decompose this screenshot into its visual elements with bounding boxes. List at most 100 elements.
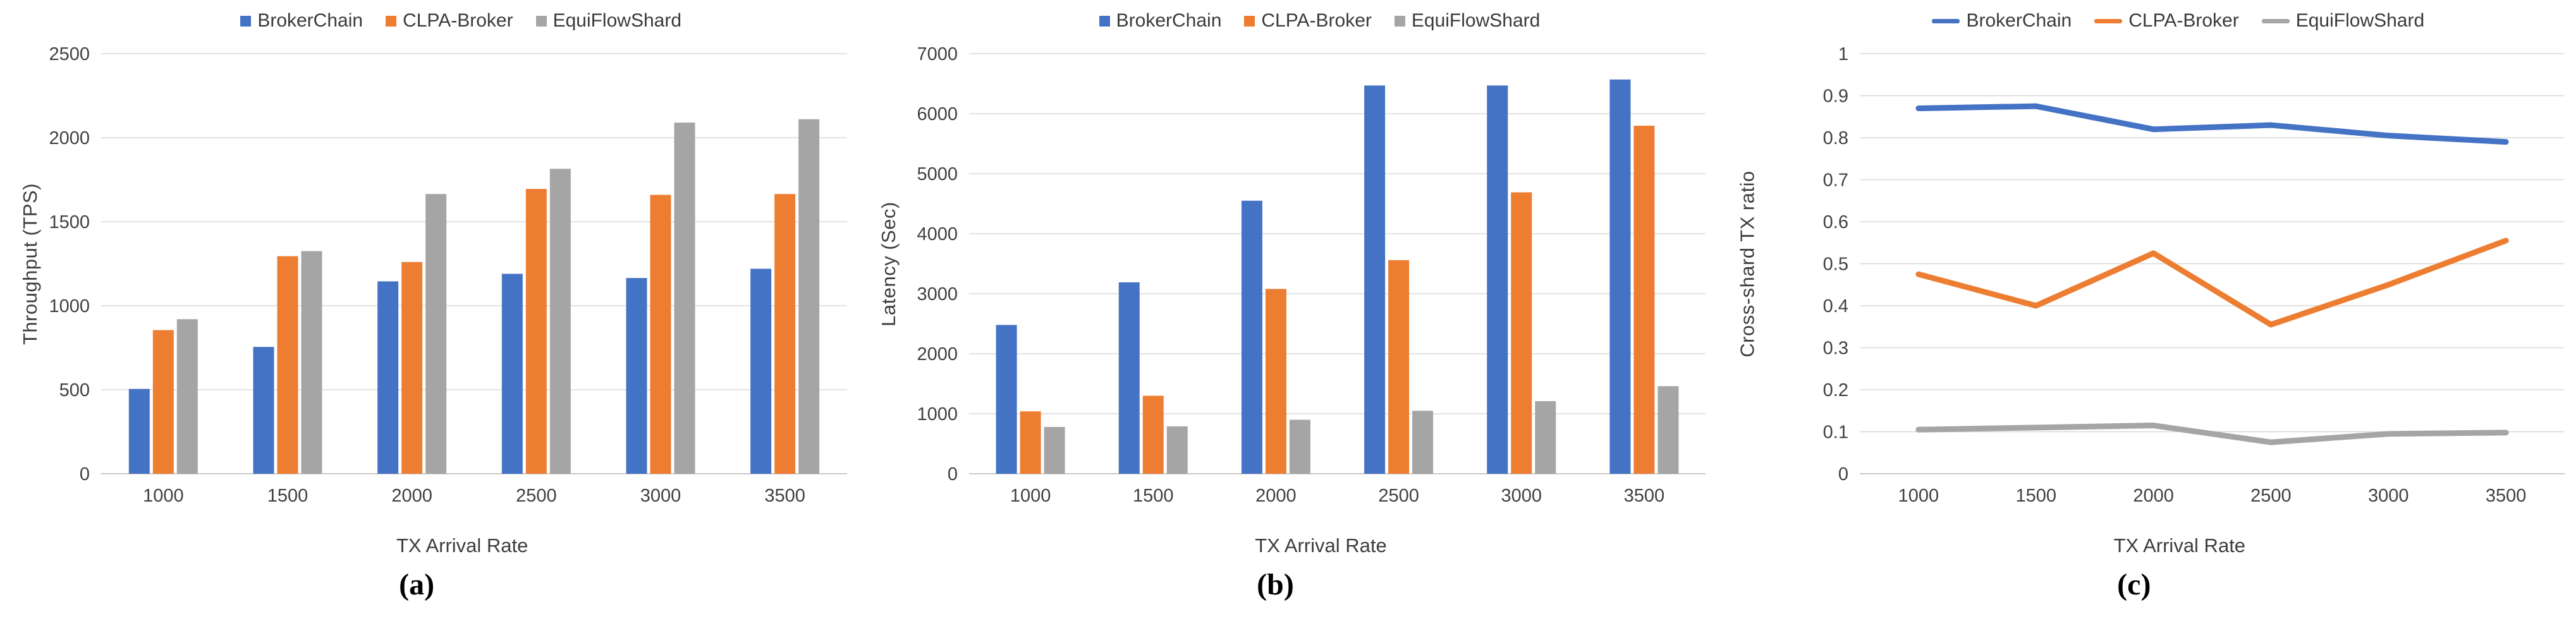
y-tick-label: 3000 — [917, 284, 958, 304]
x-axis-title: TX Arrival Rate — [2113, 534, 2246, 557]
y-tick-label: 1000 — [49, 296, 90, 316]
line-EquiFlowShard — [1915, 423, 2509, 445]
legend-item-CLPA-Broker: CLPA-Broker — [1244, 10, 1372, 32]
line-CLPA-Broker — [1915, 238, 2509, 328]
x-tick-label: 1500 — [1133, 486, 1174, 506]
bar-EquiFlowShard-3000 — [674, 123, 695, 474]
legend-label: BrokerChain — [257, 10, 363, 31]
bar-EquiFlowShard-1500 — [301, 251, 322, 474]
legend-label: CLPA-Broker — [2128, 10, 2239, 31]
y-tick-label: 0 — [948, 464, 958, 485]
chart-panel-a: BrokerChain CLPA-Broker EquiFlowShard 0 500… — [0, 0, 858, 638]
legend-label: CLPA-Broker — [403, 10, 513, 31]
bar-CLPA-Broker-2000 — [1266, 289, 1287, 474]
bar-CLPA-Broker-2500 — [525, 189, 547, 474]
bar-EquiFlowShard-2000 — [1290, 419, 1311, 474]
x-tick-label: 2500 — [2250, 486, 2292, 506]
legend-item-CLPA-Broker: CLPA-Broker — [2094, 10, 2239, 32]
legend: BrokerChain CLPA-Broker EquiFlowShard — [70, 10, 852, 32]
legend-square-marker — [1394, 15, 1405, 27]
legend: BrokerChain CLPA-Broker EquiFlowShard — [928, 10, 1711, 32]
x-axis-title: TX Arrival Rate — [396, 534, 528, 557]
bar-CLPA-Broker-1500 — [1143, 395, 1164, 474]
legend-line-marker — [1932, 18, 1960, 23]
bar-BrokerChain-2000 — [1242, 200, 1263, 474]
y-tick-label: 1500 — [49, 212, 90, 232]
legend-item-CLPA-Broker: CLPA-Broker — [386, 10, 513, 32]
y-tick-label: 0.8 — [1822, 128, 1848, 148]
bar-BrokerChain-2500 — [1364, 85, 1386, 474]
legend-square-marker — [240, 15, 252, 27]
x-tick-label: 3500 — [764, 486, 805, 506]
bar-BrokerChain-3500 — [750, 268, 772, 474]
legend-label: BrokerChain — [1116, 10, 1222, 31]
x-tick-label: 3000 — [2368, 486, 2409, 506]
x-tick-label: 3000 — [640, 486, 681, 506]
legend-label: EquiFlowShard — [1411, 10, 1541, 31]
legend-square-marker — [1099, 15, 1110, 27]
y-tick-label: 7000 — [917, 44, 958, 64]
x-tick-label: 3000 — [1501, 486, 1542, 506]
subfigure-caption: (b) — [1257, 568, 1294, 601]
bar-BrokerChain-1000 — [996, 325, 1017, 474]
legend-item-EquiFlowShard: EquiFlowShard — [2261, 10, 2425, 32]
chart-panel-c: BrokerChain CLPA-Broker EquiFlowShard 0 0.1… — [1718, 0, 2576, 638]
bar-CLPA-Broker-3500 — [774, 194, 796, 474]
x-tick-label: 2500 — [1379, 486, 1420, 506]
y-tick-label: 1000 — [917, 404, 958, 424]
legend-square-marker — [1244, 15, 1255, 27]
throughput-bar-chart: 0 500 1000 1500 2000 2500 1000 1500 2000 2500 3000… — [49, 44, 847, 506]
y-tick-label: 2000 — [49, 128, 90, 148]
legend-label: EquiFlowShard — [552, 10, 681, 31]
y-tick-label: 4000 — [917, 224, 958, 244]
bar-EquiFlowShard-2000 — [425, 194, 447, 474]
legend-square-marker — [386, 15, 397, 27]
bar-BrokerChain-2000 — [377, 281, 399, 474]
y-tick-label: 0.1 — [1822, 423, 1848, 443]
bar-CLPA-Broker-3000 — [1511, 192, 1532, 474]
legend-label: BrokerChain — [1966, 10, 2072, 31]
bar-BrokerChain-1000 — [128, 388, 150, 474]
bar-EquiFlowShard-1000 — [1044, 426, 1065, 474]
bar-BrokerChain-1500 — [1119, 282, 1140, 474]
y-tick-label: 2500 — [49, 44, 90, 64]
x-tick-label: 1500 — [2015, 486, 2056, 506]
bar-CLPA-Broker-2500 — [1388, 260, 1410, 474]
y-tick-label: 500 — [59, 380, 90, 400]
bar-BrokerChain-3500 — [1609, 79, 1631, 474]
bar-CLPA-Broker-3500 — [1633, 126, 1655, 474]
x-tick-label: 2500 — [516, 486, 557, 506]
x-tick-label: 2000 — [391, 486, 432, 506]
cross-shard-ratio-line-chart: 0 0.1 0.2 0.3 0.4 0.5 0.6 0.7 0.8 0.9 1 1000 1500 200… — [1822, 44, 2565, 506]
y-tick-label: 0.9 — [1822, 87, 1848, 107]
y-tick-label: 0 — [80, 464, 90, 485]
bar-BrokerChain-3000 — [626, 278, 647, 474]
x-tick-label: 1000 — [143, 486, 184, 506]
x-tick-label: 1000 — [1898, 486, 1939, 506]
bar-EquiFlowShard-3500 — [798, 119, 820, 474]
y-tick-label: 0.4 — [1822, 296, 1848, 316]
legend-item-EquiFlowShard: EquiFlowShard — [535, 10, 681, 32]
legend-item-EquiFlowShard: EquiFlowShard — [1394, 10, 1541, 32]
bar-CLPA-Broker-2000 — [401, 262, 423, 474]
legend: BrokerChain CLPA-Broker EquiFlowShard — [1787, 10, 2570, 32]
y-tick-label: 0.6 — [1822, 212, 1848, 232]
x-tick-label: 3500 — [1624, 486, 1665, 506]
bar-EquiFlowShard-1500 — [1167, 426, 1188, 474]
subfigure-caption: (a) — [399, 568, 435, 601]
bar-EquiFlowShard-3000 — [1535, 401, 1556, 474]
x-tick-label: 2000 — [1255, 486, 1297, 506]
legend-item-BrokerChain: BrokerChain — [1099, 10, 1222, 32]
bar-BrokerChain-2500 — [501, 274, 523, 474]
x-tick-label: 1500 — [267, 486, 308, 506]
y-tick-label: 2000 — [917, 344, 958, 364]
line-BrokerChain — [1915, 103, 2509, 145]
legend-label: CLPA-Broker — [1261, 10, 1372, 31]
bar-CLPA-Broker-3000 — [650, 195, 671, 474]
legend-square-marker — [535, 15, 547, 27]
bar-EquiFlowShard-1000 — [176, 319, 198, 474]
legend-label: EquiFlowShard — [2295, 10, 2425, 31]
legend-line-marker — [2261, 18, 2290, 23]
bar-EquiFlowShard-2500 — [1412, 411, 1434, 474]
